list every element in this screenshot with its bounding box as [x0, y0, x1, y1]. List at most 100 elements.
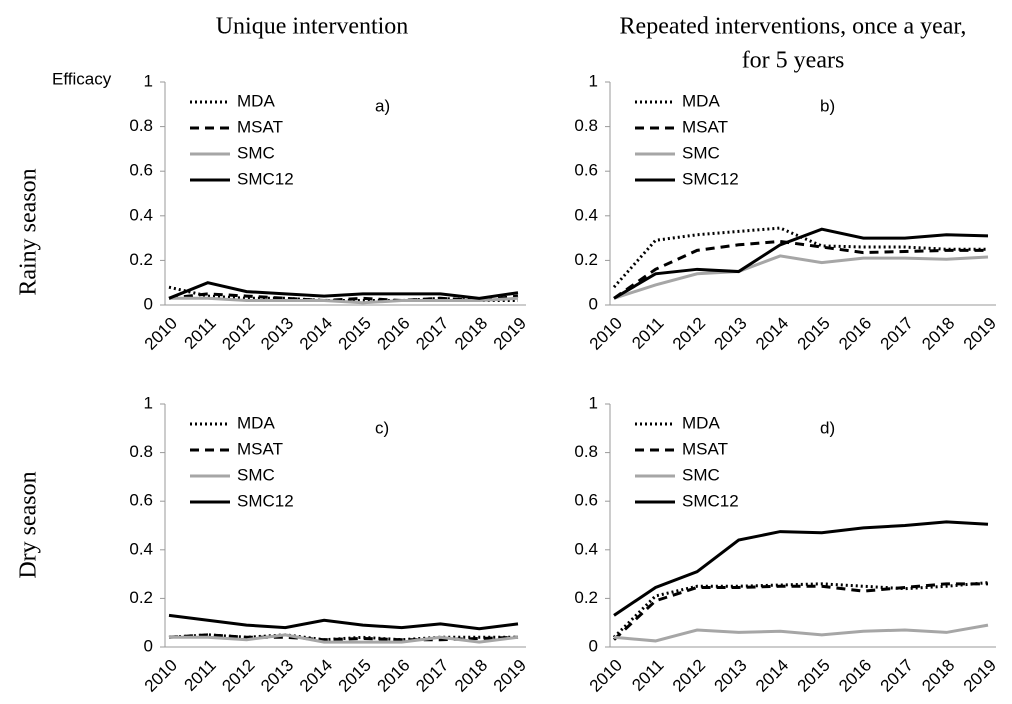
legend-label: MDA — [237, 413, 275, 432]
x-tick-label: 2019 — [960, 656, 1000, 696]
legend-label: MDA — [237, 91, 275, 110]
y-tick-label: 0.8 — [129, 116, 153, 135]
series-line — [612, 582, 988, 641]
legend-label: MDA — [682, 413, 720, 432]
column-title: Unique intervention — [216, 14, 409, 40]
series-line — [613, 227, 989, 300]
y-tick-label: 0.2 — [129, 250, 153, 269]
x-tick-label: 2016 — [835, 656, 875, 696]
x-tick-label: 2011 — [180, 656, 219, 695]
x-tick-label: 2019 — [960, 314, 1000, 354]
y-axis-label: Efficacy — [52, 69, 112, 88]
x-tick-label: 2018 — [918, 656, 958, 696]
legend-label: SMC — [682, 465, 720, 484]
x-tick-label: 2014 — [752, 656, 792, 696]
y-tick-label: 0.6 — [129, 491, 153, 510]
x-tick-label: 2016 — [373, 314, 413, 354]
y-tick-label: 0 — [589, 636, 598, 655]
legend-label: MSAT — [682, 439, 728, 458]
series-line — [169, 296, 519, 305]
series-line — [613, 520, 989, 617]
y-tick-label: 0.2 — [574, 588, 598, 607]
y-tick-label: 1 — [589, 71, 598, 90]
y-tick-label: 1 — [144, 71, 153, 90]
y-tick-label: 0 — [144, 636, 153, 655]
series-line — [613, 254, 989, 300]
y-tick-label: 1 — [144, 393, 153, 412]
series-line — [613, 239, 988, 300]
legend-label: MSAT — [237, 439, 283, 458]
x-tick-label: 2016 — [835, 314, 875, 354]
legend-label: MDA — [682, 91, 720, 110]
x-tick-label: 2019 — [490, 656, 530, 696]
x-tick-label: 2015 — [335, 656, 375, 696]
column-title: Repeated interventions, once a year, — [620, 14, 967, 40]
x-tick-label: 2010 — [141, 656, 181, 696]
y-tick-label: 1 — [589, 393, 598, 412]
y-tick-label: 0.8 — [129, 442, 153, 461]
x-tick-label: 2011 — [628, 314, 667, 353]
y-tick-label: 0 — [144, 294, 153, 313]
x-tick-label: 2018 — [451, 314, 491, 354]
series-line — [168, 633, 518, 642]
y-tick-label: 0.6 — [574, 491, 598, 510]
legend-label: MSAT — [682, 117, 728, 136]
legend-label: SMC12 — [237, 491, 294, 510]
x-tick-label: 2017 — [412, 314, 452, 354]
series-line — [612, 581, 989, 639]
series-line — [169, 633, 519, 644]
x-tick-label: 2017 — [877, 656, 917, 696]
x-tick-label: 2019 — [490, 314, 530, 354]
legend-label: SMC12 — [682, 169, 739, 188]
x-tick-label: 2013 — [257, 656, 297, 696]
x-tick-label: 2017 — [412, 656, 452, 696]
y-tick-label: 0.6 — [129, 161, 153, 180]
x-tick-label: 2012 — [669, 314, 709, 354]
x-tick-label: 2011 — [628, 656, 667, 695]
x-tick-label: 2018 — [451, 656, 491, 696]
x-tick-label: 2012 — [218, 656, 258, 696]
x-tick-label: 2010 — [586, 314, 626, 354]
panel-label: c) — [375, 418, 389, 437]
y-tick-label: 0.4 — [574, 205, 598, 224]
row-label: Rainy season — [16, 168, 42, 295]
y-tick-label: 0.2 — [574, 250, 598, 269]
legend-label: SMC12 — [682, 491, 739, 510]
row-label: Dry season — [16, 471, 42, 578]
x-tick-label: 2016 — [373, 656, 413, 696]
x-tick-label: 2011 — [180, 314, 219, 353]
x-tick-label: 2015 — [794, 314, 834, 354]
x-tick-label: 2018 — [918, 314, 958, 354]
y-tick-label: 0.6 — [574, 161, 598, 180]
panel-label: d) — [820, 418, 835, 437]
legend-label: SMC — [237, 143, 275, 162]
y-tick-label: 0.8 — [574, 442, 598, 461]
x-tick-label: 2017 — [877, 314, 917, 354]
x-tick-label: 2013 — [257, 314, 297, 354]
x-tick-label: 2014 — [296, 656, 336, 696]
x-tick-label: 2015 — [794, 656, 834, 696]
x-tick-label: 2014 — [296, 314, 336, 354]
x-tick-label: 2010 — [586, 656, 626, 696]
y-tick-label: 0.4 — [129, 539, 153, 558]
x-tick-label: 2012 — [218, 314, 258, 354]
legend-label: SMC — [237, 465, 275, 484]
y-tick-label: 0 — [589, 294, 598, 313]
x-tick-label: 2013 — [710, 314, 750, 354]
panel-label: a) — [375, 96, 390, 115]
legend-label: MSAT — [237, 117, 283, 136]
y-tick-label: 0.8 — [574, 116, 598, 135]
x-tick-label: 2012 — [669, 656, 709, 696]
series-line — [613, 623, 989, 643]
column-title: for 5 years — [742, 48, 845, 74]
x-tick-label: 2013 — [710, 656, 750, 696]
panel-label: b) — [820, 96, 835, 115]
series-line — [168, 613, 519, 631]
y-tick-label: 0.4 — [574, 539, 598, 558]
x-tick-label: 2014 — [752, 314, 792, 354]
legend-label: SMC — [682, 143, 720, 162]
y-tick-label: 0.4 — [129, 205, 153, 224]
x-tick-label: 2015 — [335, 314, 375, 354]
series-line — [168, 281, 519, 300]
